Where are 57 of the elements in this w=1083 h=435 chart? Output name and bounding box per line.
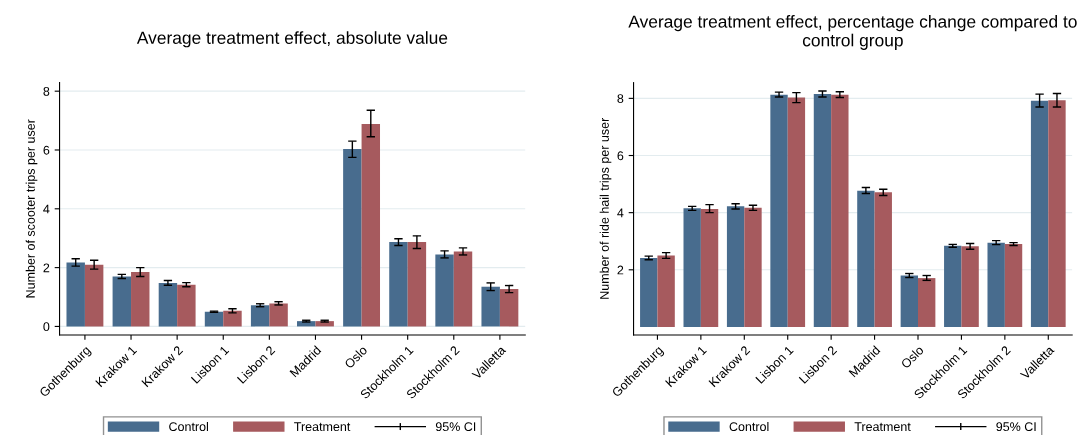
y-axis-title: Number of ride hail trips per user [599, 117, 612, 299]
bar [1030, 100, 1049, 327]
bar [499, 289, 519, 327]
bar [657, 255, 675, 327]
y-tick-label: 2 [43, 263, 50, 273]
bar [874, 192, 892, 327]
bar [987, 242, 1005, 327]
bar [407, 242, 427, 327]
bar [343, 149, 362, 327]
bar [1048, 100, 1066, 327]
y-tick-label: 4 [43, 204, 50, 214]
text: 95% CI [435, 422, 476, 432]
bar [250, 305, 270, 327]
bar [453, 251, 473, 327]
chart-title: Average treatment effect, absolute value [136, 31, 448, 48]
y-tick-label: 6 [617, 151, 624, 161]
bar [813, 94, 832, 327]
bar [640, 258, 658, 327]
y-tick-label: 8 [43, 86, 50, 96]
text: 95% CI [996, 422, 1036, 432]
bar [831, 94, 849, 327]
bar [700, 208, 719, 327]
bar [361, 124, 381, 327]
y-tick-label: 6 [43, 145, 50, 155]
bar [66, 262, 85, 327]
bar [857, 190, 875, 327]
bar [223, 310, 242, 327]
bar [726, 206, 745, 327]
bar [787, 97, 806, 327]
bar [269, 303, 288, 327]
bar [131, 272, 150, 327]
legend-label: Treatment [854, 422, 911, 432]
bar [481, 286, 500, 327]
bar [204, 311, 224, 327]
bar [177, 284, 196, 327]
y-tick-label: 8 [617, 94, 624, 104]
legend-label: Treatment [294, 422, 351, 432]
y-tick-label: 4 [617, 208, 624, 218]
bar [84, 264, 104, 327]
bar [112, 276, 132, 327]
y-tick-label: 0 [43, 322, 50, 332]
bar [1004, 244, 1023, 327]
bar [744, 207, 762, 327]
chart-title: Average treatment effect, percentage change compared to control group [628, 15, 1077, 50]
bar [961, 246, 979, 327]
bar [770, 94, 788, 327]
y-axis-title: Number of scooter trips per user [25, 119, 38, 298]
bar [944, 245, 962, 327]
y-tick-label: 2 [617, 265, 624, 275]
bar [683, 208, 701, 327]
legend-label: Control [169, 421, 208, 432]
bar [900, 275, 918, 327]
bar [435, 254, 454, 327]
bar [158, 282, 178, 327]
bar [389, 242, 408, 327]
legend-label: Control [729, 421, 769, 432]
bar [918, 278, 936, 327]
